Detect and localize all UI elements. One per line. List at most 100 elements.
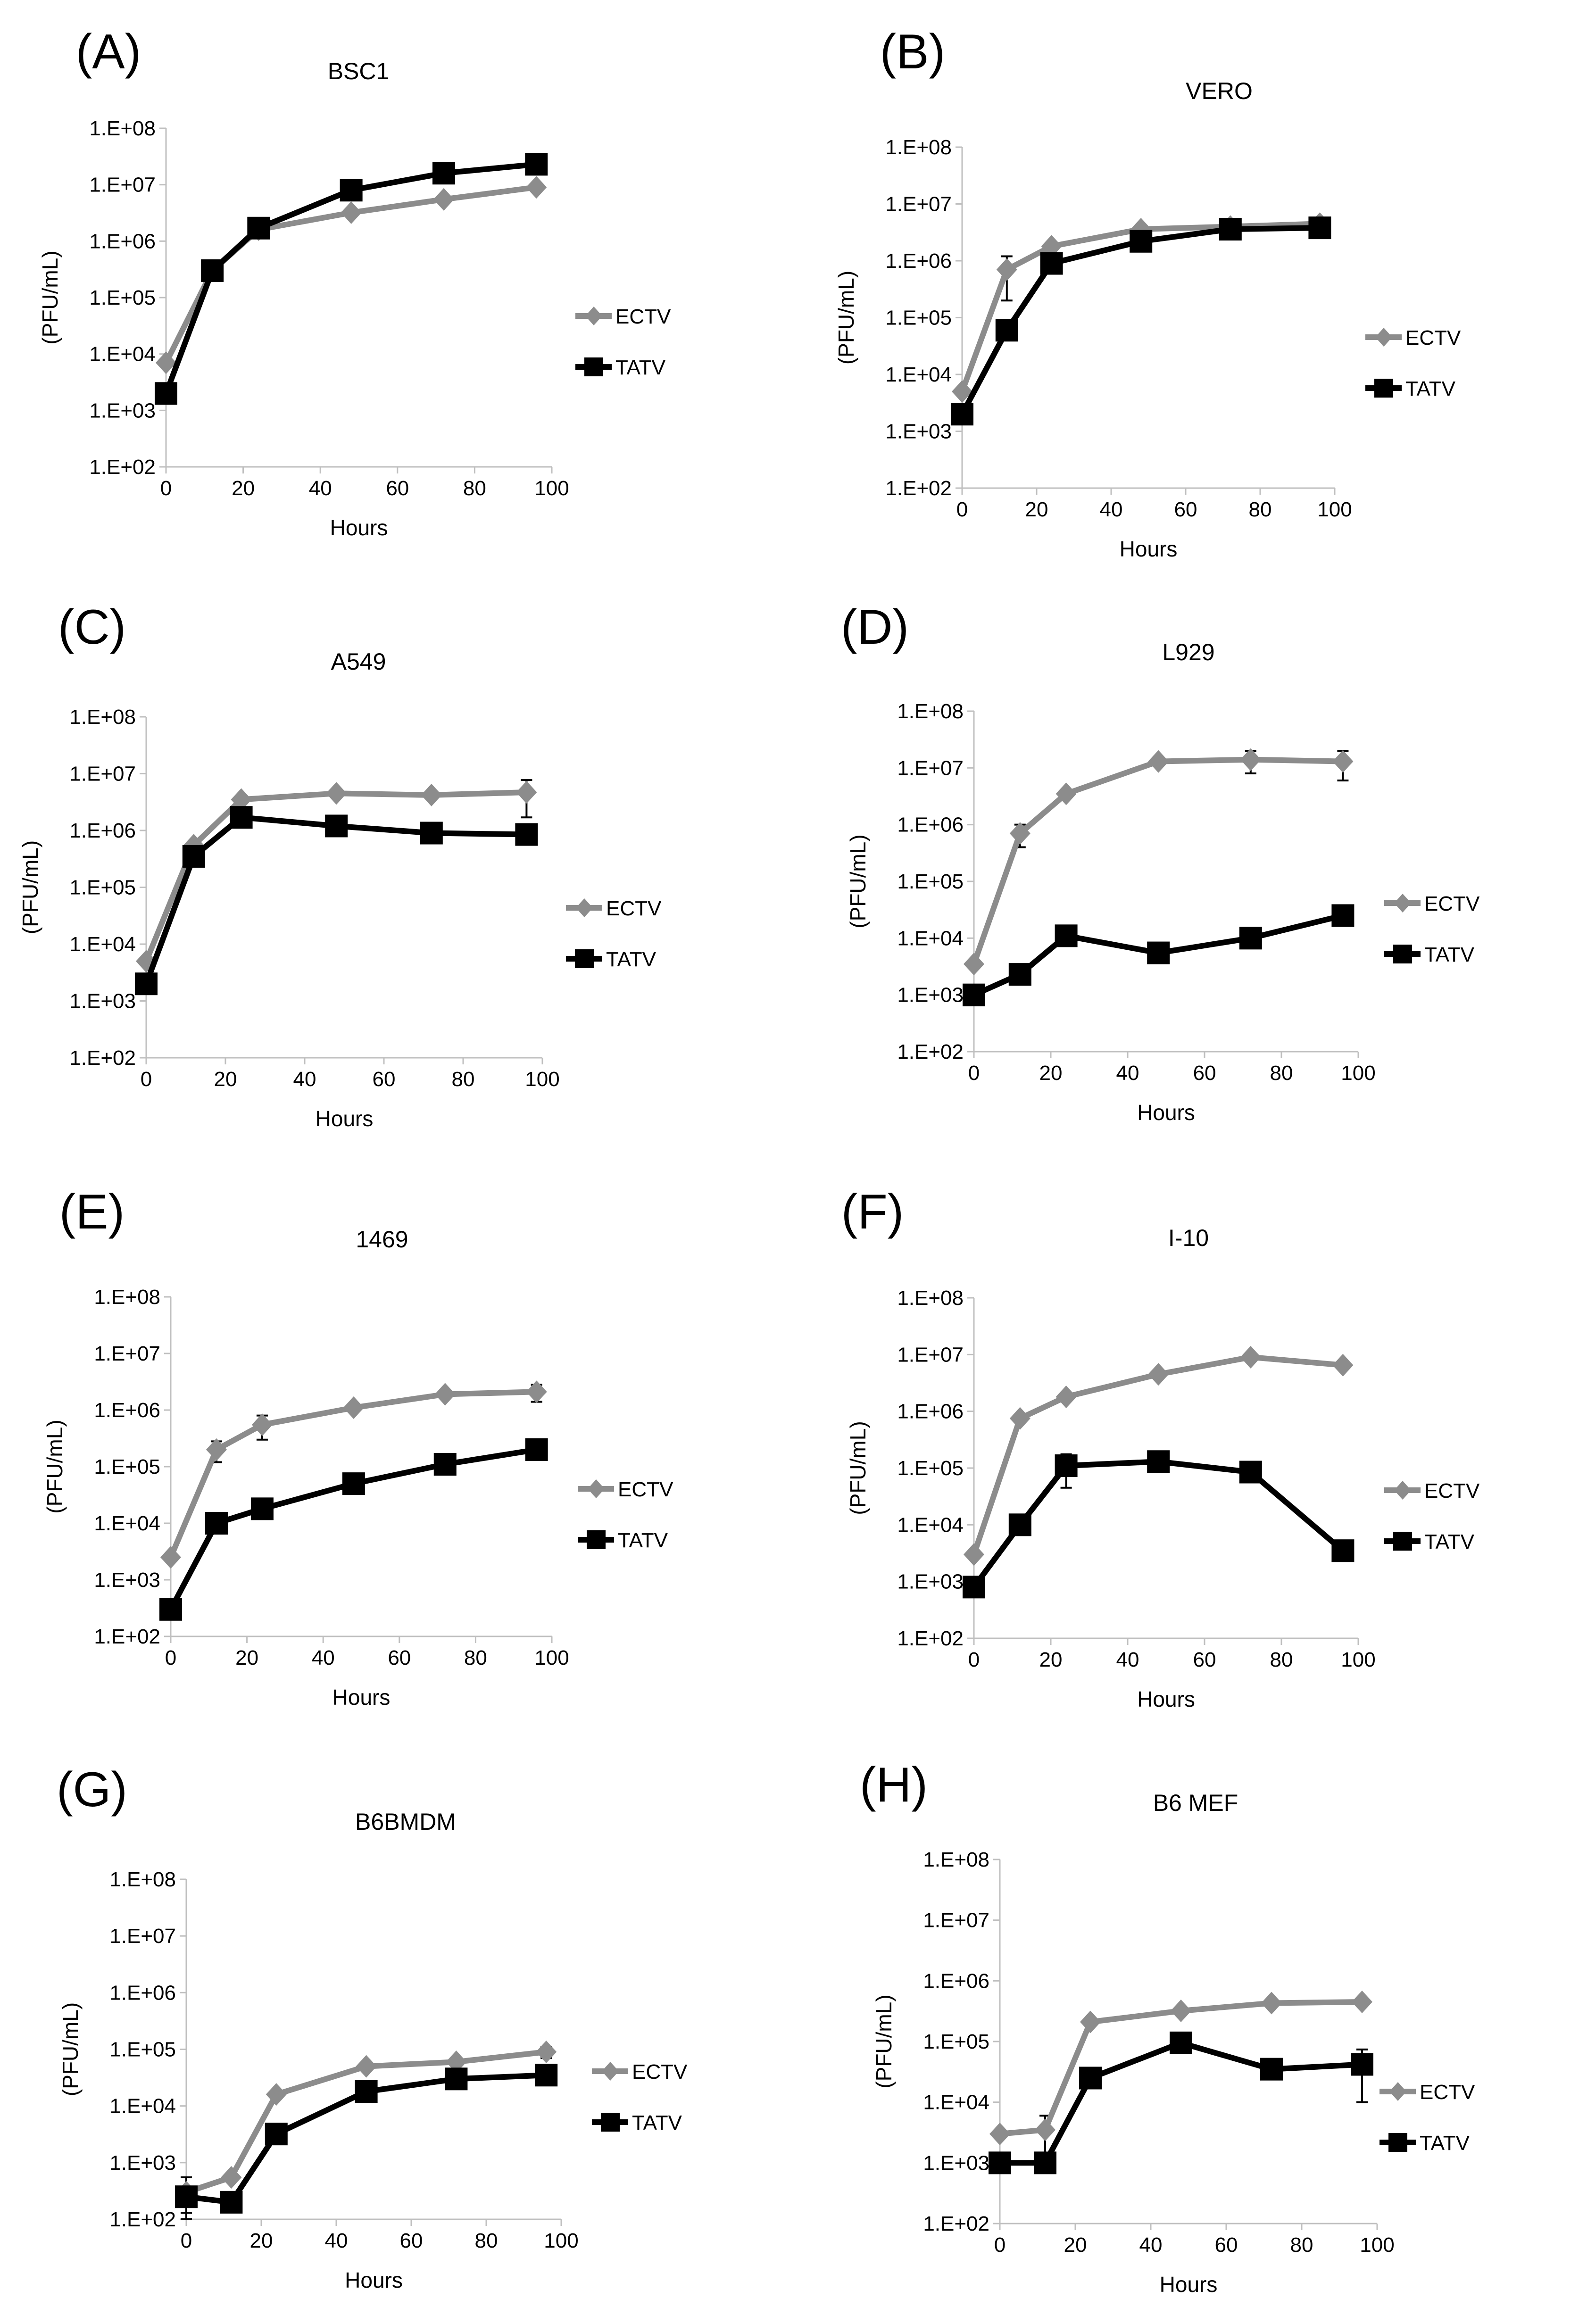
legend-entry-ectv: ECTV	[566, 897, 662, 920]
x-tick-label: 60	[1174, 498, 1197, 521]
legend-marker	[602, 2062, 619, 2081]
y-axis-title: (PFU/mL)	[18, 840, 42, 934]
panel-letter: (G)	[57, 1762, 127, 1817]
y-tick-label: 1.E+03	[94, 1569, 160, 1592]
y-tick-label: 1.E+08	[897, 700, 964, 723]
y-axis-title: (PFU/mL)	[872, 1994, 896, 2088]
data-point-ectv	[1261, 1992, 1282, 2015]
legend-entry-tatv: TATV	[1365, 377, 1456, 400]
y-tick-label: 1.E+03	[897, 984, 964, 1007]
legend-entry-tatv: TATV	[592, 2111, 682, 2134]
legend-label: TATV	[1424, 943, 1475, 966]
legend-label: ECTV	[1424, 1479, 1480, 1502]
legend-marker	[576, 898, 593, 917]
y-tick-label: 1.E+07	[109, 1925, 176, 1948]
y-tick-label: 1.E+05	[885, 307, 952, 330]
x-tick-label: 80	[475, 2229, 498, 2252]
data-point-tatv	[182, 845, 205, 868]
panel-letter: (A)	[76, 25, 141, 79]
x-tick-label: 100	[544, 2229, 578, 2252]
x-tick-label: 20	[1039, 1062, 1063, 1085]
data-point-tatv	[325, 814, 348, 838]
chart-title: B6 MEF	[1153, 1790, 1238, 1816]
data-point-tatv	[995, 319, 1018, 342]
y-tick-label: 1.E+02	[69, 1046, 136, 1070]
y-tick-label: 1.E+08	[94, 1286, 160, 1309]
x-tick-label: 100	[534, 477, 569, 500]
data-point-ectv	[221, 2166, 242, 2189]
chart-panel-0: (A) BSC1 1.E+02 1.E+03 1.E+04 1.E+05 1.E+06 1.E…	[38, 25, 671, 540]
data-point-ectv	[526, 176, 547, 199]
x-tick-label: 20	[235, 1646, 258, 1669]
x-tick-label: 80	[463, 477, 486, 500]
y-tick-label: 1.E+06	[923, 1969, 989, 1992]
data-point-tatv	[1040, 252, 1063, 275]
series-ectv	[989, 1990, 1372, 2164]
x-tick-label: 80	[464, 1646, 487, 1669]
y-tick-label: 1.E+07	[897, 756, 964, 780]
data-point-tatv	[340, 179, 363, 202]
data-point-ectv	[343, 1396, 364, 1419]
y-tick-label: 1.E+04	[109, 2095, 176, 2118]
data-point-ectv	[160, 1546, 181, 1569]
legend-marker	[585, 307, 602, 325]
data-point-tatv	[1239, 1461, 1262, 1484]
legend-label: TATV	[615, 356, 666, 379]
data-point-ectv	[251, 1413, 273, 1436]
y-tick-label: 1.E+03	[897, 1570, 964, 1594]
series-tatv	[963, 904, 1355, 1006]
legend-marker	[1374, 379, 1393, 398]
data-point-tatv	[220, 2191, 243, 2214]
legend-label: ECTV	[615, 305, 671, 328]
data-point-ectv	[1332, 1353, 1354, 1377]
chart-panel-7: (H) B6 MEF 1.E+02 1.E+03 1.E+04 1.E+05 1.E+06 1…	[860, 1758, 1475, 2297]
y-axis-title: (PFU/mL)	[846, 1421, 870, 1515]
x-tick-label: 60	[388, 1646, 411, 1669]
x-tick-label: 0	[160, 477, 172, 500]
data-point-tatv	[989, 2151, 1011, 2175]
series-tatv	[175, 2064, 558, 2214]
y-tick-label: 1.E+08	[885, 136, 952, 159]
legend-entry-ectv: ECTV	[1384, 892, 1480, 915]
legend-entry-tatv: TATV	[578, 1529, 668, 1552]
legend-marker	[588, 1479, 605, 1498]
y-tick-label: 1.E+08	[89, 117, 156, 140]
series-tatv	[951, 216, 1331, 426]
data-point-tatv	[535, 2064, 558, 2087]
panel-letter: (E)	[59, 1185, 125, 1239]
y-tick-label: 1.E+03	[69, 990, 136, 1013]
data-point-ectv	[356, 2055, 377, 2078]
chart-panel-1: (B) VERO 1.E+02 1.E+03 1.E+04 1.E+05 1.E+06 1.E…	[834, 25, 1461, 561]
data-point-tatv	[515, 823, 538, 846]
series-tatv	[155, 153, 548, 405]
x-tick-label: 0	[181, 2229, 192, 2252]
legend-label: ECTV	[1420, 2081, 1475, 2104]
chart-panel-3: (D) L929 1.E+02 1.E+03 1.E+04 1.E+05 1.E+06 1.E…	[841, 600, 1480, 1125]
y-tick-label: 1.E+04	[897, 927, 964, 950]
y-tick-label: 1.E+03	[109, 2151, 176, 2175]
legend-marker	[1389, 2082, 1406, 2101]
x-tick-label: 60	[373, 1068, 396, 1091]
data-point-ectv	[1009, 822, 1031, 845]
y-axis-title: (PFU/mL)	[38, 250, 62, 344]
legend-label: TATV	[632, 2111, 682, 2134]
legend-entry-ectv: ECTV	[592, 2060, 688, 2083]
data-point-tatv	[159, 1598, 182, 1621]
x-tick-label: 40	[1100, 498, 1123, 521]
data-point-ectv	[1035, 2118, 1055, 2141]
data-point-tatv	[1008, 963, 1031, 986]
x-axis-title: Hours	[1137, 1687, 1195, 1711]
legend-entry-tatv: TATV	[1384, 1530, 1475, 1553]
y-tick-label: 1.E+07	[94, 1342, 160, 1365]
data-point-tatv	[155, 382, 177, 405]
x-tick-label: 80	[1249, 498, 1272, 521]
legend-marker	[601, 2113, 620, 2132]
legend-label: ECTV	[1405, 326, 1461, 349]
data-point-tatv	[1308, 216, 1331, 240]
x-tick-label: 0	[968, 1648, 980, 1671]
y-axis-title: (PFU/mL)	[58, 2002, 83, 2096]
x-tick-label: 100	[1341, 1648, 1375, 1671]
y-tick-label: 1.E+02	[89, 456, 156, 479]
data-point-ectv	[446, 2050, 467, 2074]
data-point-ectv	[536, 2040, 557, 2063]
